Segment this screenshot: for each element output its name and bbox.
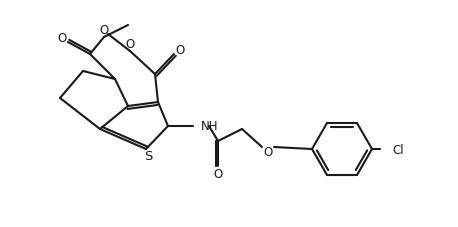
- Text: O: O: [213, 168, 223, 181]
- Text: NH: NH: [201, 120, 218, 133]
- Text: Cl: Cl: [392, 143, 403, 156]
- Text: O: O: [57, 32, 66, 45]
- Text: O: O: [125, 37, 135, 50]
- Text: O: O: [99, 23, 109, 36]
- Text: S: S: [144, 150, 152, 163]
- Text: O: O: [263, 145, 273, 158]
- Text: O: O: [175, 44, 185, 57]
